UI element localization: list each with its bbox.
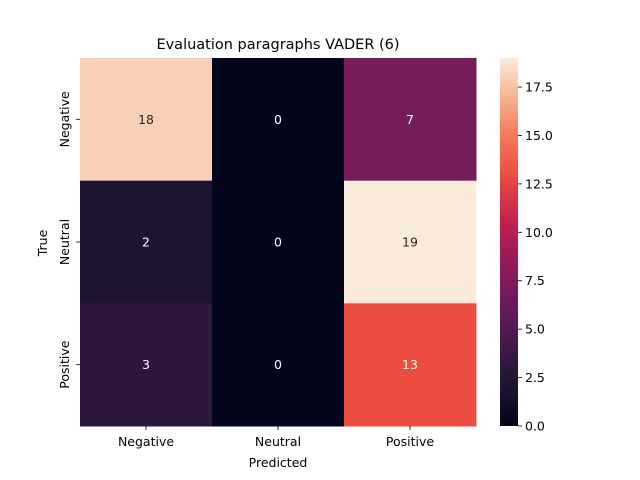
heatmap-cells	[80, 58, 477, 427]
colorbar-tick-label: 12.5	[525, 176, 553, 191]
heatmap-cell	[80, 58, 213, 182]
cell-value-label: 18	[138, 112, 154, 127]
heatmap-cell	[344, 303, 477, 427]
colorbar-tick-label: 15.0	[525, 128, 553, 143]
colorbar-gradient	[500, 58, 518, 426]
x-tick-label: Neutral	[255, 434, 301, 449]
y-axis: Negative Neutral Positive	[57, 91, 80, 389]
colorbar-tick-label: 7.5	[525, 273, 545, 288]
y-tick-label: Negative	[57, 91, 72, 147]
cell-value-label: 2	[142, 235, 150, 250]
x-axis-label: Predicted	[249, 455, 308, 470]
heatmap-cell	[344, 180, 477, 304]
y-tick-label: Neutral	[57, 219, 72, 265]
y-tick-label: Positive	[57, 340, 72, 388]
heatmap-cell	[344, 58, 477, 182]
cell-value-label: 19	[402, 235, 418, 250]
heatmap-cell	[80, 180, 213, 304]
colorbar-tick-label: 0.0	[525, 419, 545, 434]
colorbar-tick-label: 5.0	[525, 322, 545, 337]
colorbar-tick-label: 10.0	[525, 225, 553, 240]
x-tick-label: Positive	[386, 434, 434, 449]
cell-value-label: 0	[274, 235, 282, 250]
x-tick-label: Negative	[118, 434, 174, 449]
heatmap-cell	[212, 58, 345, 182]
cell-value-label: 7	[406, 112, 414, 127]
cell-value-label: 0	[274, 112, 282, 127]
chart-title: Evaluation paragraphs VADER (6)	[156, 37, 399, 53]
colorbar-tick-label: 2.5	[525, 370, 545, 385]
heatmap-cell-labels: 18 0 7 2 0 19 3 0 13	[138, 112, 418, 372]
x-axis: Negative Neutral Positive	[118, 426, 434, 449]
heatmap-cell	[212, 303, 345, 427]
colorbar: 0.0 2.5 5.0 7.5 10.0 12.5 15.0 17.5	[500, 58, 553, 434]
heatmap-cell	[212, 180, 345, 304]
y-axis-label: True	[35, 229, 50, 257]
cell-value-label: 0	[274, 357, 282, 372]
cell-value-label: 3	[142, 357, 150, 372]
cell-value-label: 13	[402, 357, 418, 372]
colorbar-tick-label: 17.5	[525, 80, 553, 95]
heatmap-cell	[80, 303, 213, 427]
